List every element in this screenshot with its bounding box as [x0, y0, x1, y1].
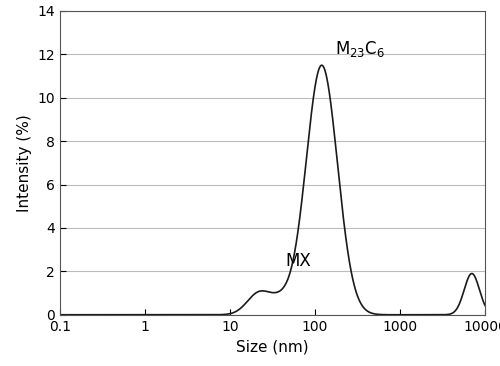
Y-axis label: Intensity (%): Intensity (%) [17, 114, 32, 212]
Text: $\mathregular{M_{23}C_6}$: $\mathregular{M_{23}C_6}$ [334, 39, 385, 59]
X-axis label: Size (nm): Size (nm) [236, 339, 309, 354]
Text: MX: MX [286, 252, 312, 270]
